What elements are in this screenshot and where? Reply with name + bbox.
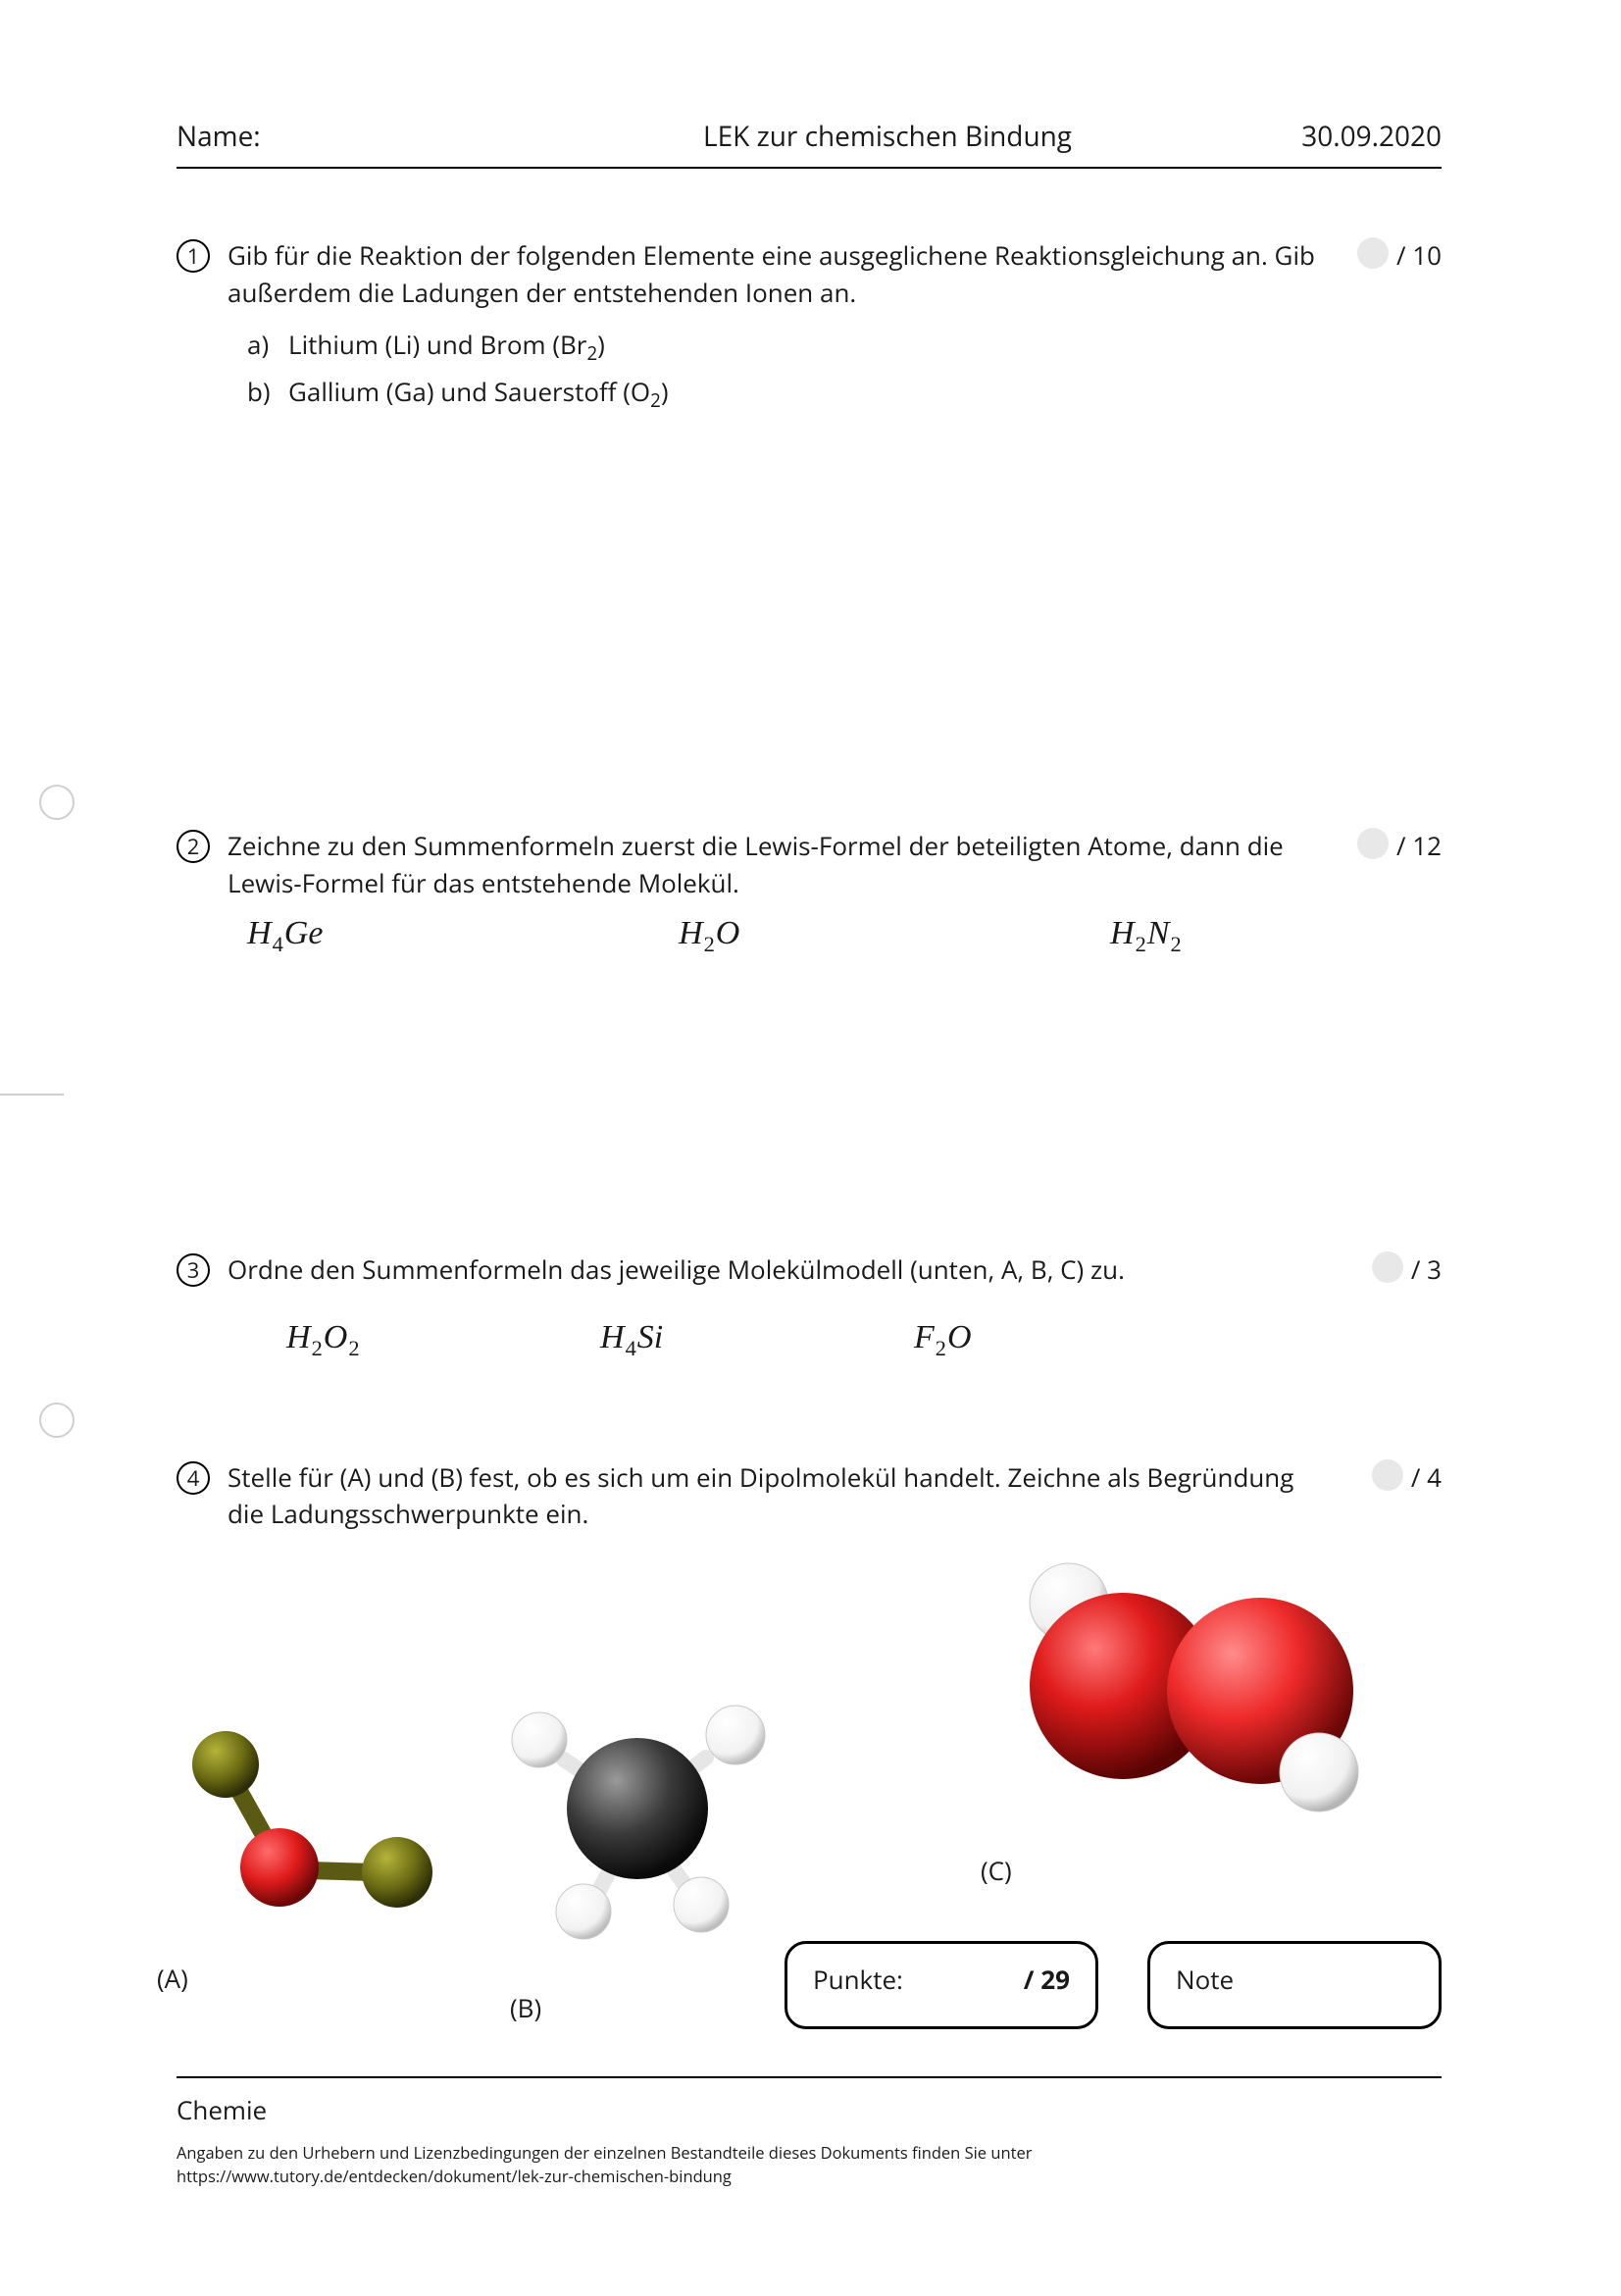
- molecule-label-a: (A): [157, 1961, 188, 1996]
- answer-space: [177, 996, 1442, 1251]
- sublist-item-b: b) Gallium (Ga) und Sauerstoff (O2): [247, 374, 1334, 414]
- question-text: Zeichne zu den Summenformeln zuerst die …: [228, 828, 1334, 901]
- points-total-box: Punkte: / 29: [785, 1941, 1098, 2029]
- question-number-badge: 2: [177, 830, 210, 863]
- question-3: 3 Ordne den Summenformeln das jeweilige …: [177, 1251, 1442, 1365]
- page-footer: Chemie Angaben zu den Urhebern und Lizen…: [177, 2076, 1442, 2188]
- name-label: Name:: [177, 118, 530, 155]
- formula: H2N2: [1110, 909, 1306, 960]
- points-dot-icon: [1357, 237, 1389, 269]
- question-body: Zeichne zu den Summenformeln zuerst die …: [228, 828, 1334, 961]
- grade-box: Note: [1147, 1941, 1442, 2029]
- points-dot-icon: [1372, 1251, 1403, 1283]
- points-dot-icon: [1357, 828, 1389, 859]
- footer-meta-url: https://www.tutory.de/entdecken/dokument…: [177, 2165, 1442, 2188]
- footer-subject: Chemie: [177, 2092, 1442, 2127]
- points-label: Punkte:: [813, 1962, 903, 1997]
- question-points: / 3: [1334, 1251, 1442, 1287]
- points-value: / 10: [1396, 237, 1442, 273]
- footer-meta-line: Angaben zu den Urhebern und Lizenzbeding…: [177, 2141, 1442, 2165]
- question-number-badge: 3: [177, 1253, 210, 1287]
- question-text: Gib für die Reaktion der folgenden Eleme…: [228, 237, 1334, 311]
- formula-row: H4Ge H2O H2N2: [247, 909, 1334, 960]
- formula: H4Ge: [247, 909, 679, 960]
- question-text: Ordne den Summenformeln das jeweilige Mo…: [228, 1251, 1334, 1289]
- molecule-label-b: (B): [510, 1990, 541, 2025]
- formula: F2O: [914, 1313, 1110, 1364]
- question-1: 1 Gib für die Reaktion der folgenden Ele…: [177, 237, 1442, 420]
- molecule-diagrams: (A) (B): [177, 1568, 1442, 2029]
- points-value: / 4: [1411, 1459, 1442, 1495]
- question-2: 2 Zeichne zu den Summenformeln zuerst di…: [177, 828, 1442, 961]
- answer-space: [177, 1401, 1442, 1459]
- molecule-label-c: (C): [981, 1853, 1012, 1888]
- formula: H4Si: [600, 1313, 914, 1364]
- question-points: / 4: [1334, 1459, 1442, 1495]
- question-text: Stelle für (A) und (B) fest, ob es sich …: [228, 1459, 1334, 1533]
- question-points: / 10: [1334, 237, 1442, 273]
- result-boxes: Punkte: / 29 Note: [785, 1941, 1442, 2029]
- question-body: Stelle für (A) und (B) fest, ob es sich …: [228, 1459, 1334, 1533]
- question-body: Ordne den Summenformeln das jeweilige Mo…: [228, 1251, 1334, 1365]
- question-body: Gib für die Reaktion der folgenden Eleme…: [228, 237, 1334, 420]
- sublist-label: a): [247, 327, 277, 367]
- question-number-badge: 1: [177, 239, 210, 273]
- page-date: 30.09.2020: [1245, 118, 1442, 155]
- sublist-item-a: a) Lithium (Li) und Brom (Br2): [247, 327, 1334, 367]
- sublist-text: Gallium (Ga) und Sauerstoff (O2): [288, 374, 669, 414]
- footer-divider: [177, 2076, 1442, 2078]
- worksheet-page: Name: LEK zur chemischen Bindung 30.09.2…: [177, 118, 1442, 2029]
- points-value: / 3: [1411, 1251, 1442, 1287]
- sublist-label: b): [247, 374, 277, 414]
- page-header: Name: LEK zur chemischen Bindung 30.09.2…: [177, 118, 1442, 169]
- formula: H2O2: [286, 1313, 600, 1364]
- formula-row: H2O2 H4Si F2O: [247, 1313, 1334, 1364]
- grade-label: Note: [1176, 1962, 1234, 1997]
- fold-mark-icon: [0, 1094, 64, 1096]
- question-number-badge: 4: [177, 1461, 210, 1495]
- formula: H2O: [679, 909, 1110, 960]
- question-points: / 12: [1334, 828, 1442, 863]
- molecule-b-icon: [471, 1642, 804, 1965]
- sublist-text: Lithium (Li) und Brom (Br2): [288, 327, 605, 367]
- punch-hole-icon: [39, 1403, 75, 1438]
- question-4: 4 Stelle für (A) und (B) fest, ob es sic…: [177, 1459, 1442, 1533]
- molecule-c-icon: [981, 1549, 1412, 1843]
- points-value: / 12: [1396, 828, 1442, 863]
- footer-meta: Angaben zu den Urhebern und Lizenzbeding…: [177, 2141, 1442, 2188]
- punch-hole-icon: [39, 785, 75, 820]
- points-total: / 29: [1024, 1962, 1070, 1997]
- points-dot-icon: [1372, 1459, 1403, 1491]
- page-title: LEK zur chemischen Bindung: [530, 118, 1245, 155]
- molecule-a-icon: [157, 1686, 451, 1961]
- question-sublist: a) Lithium (Li) und Brom (Br2) b) Galliu…: [247, 327, 1334, 414]
- answer-space: [177, 455, 1442, 828]
